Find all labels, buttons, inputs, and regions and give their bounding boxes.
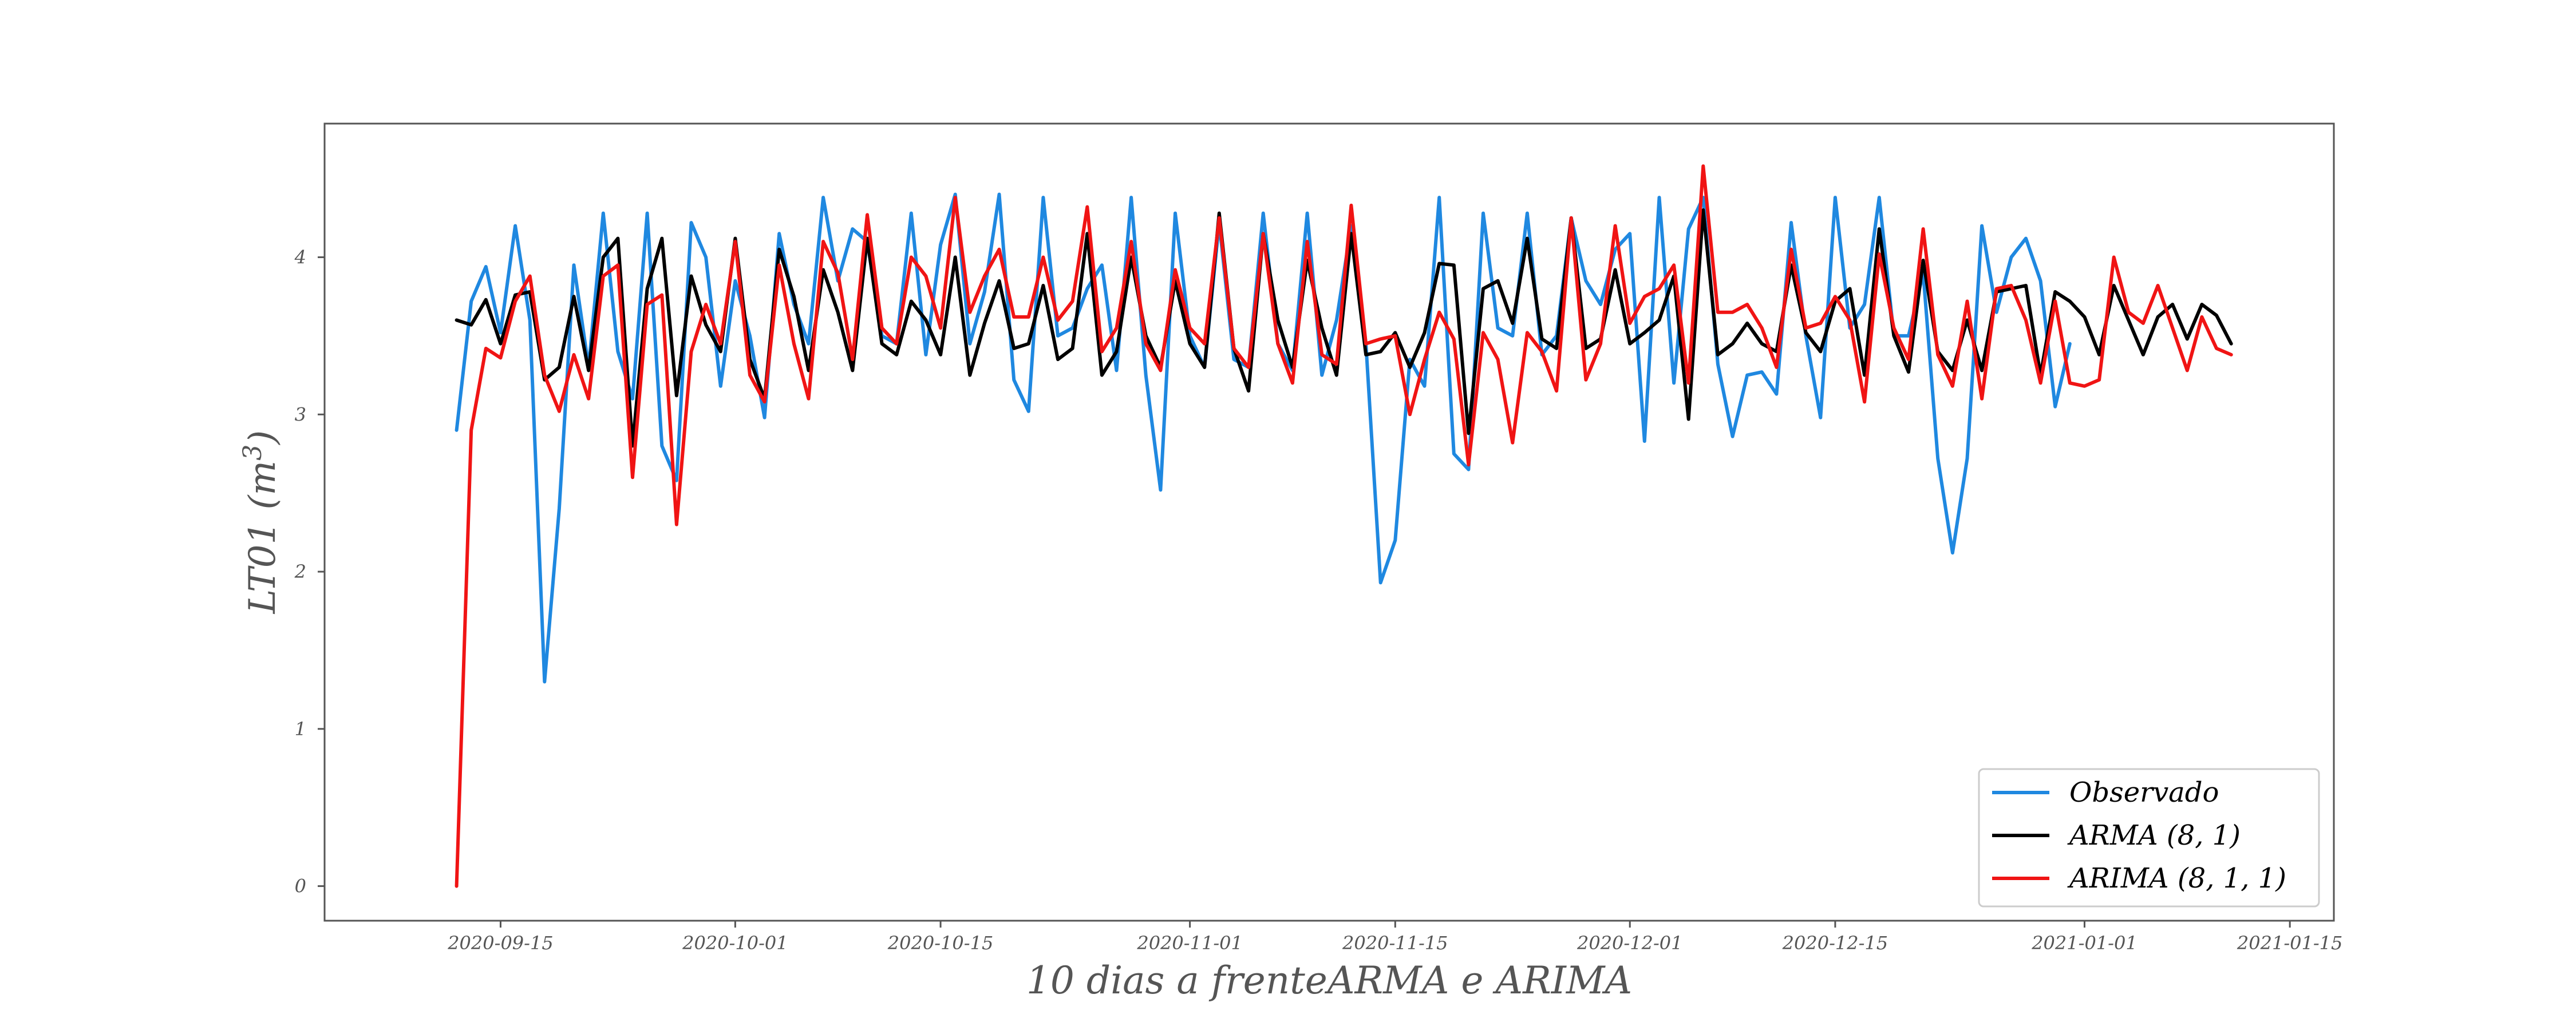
y-tick-label: 3 [295, 403, 306, 425]
x-axis: 2020-09-15 2020-10-01 2020-10-15 2020-11-01… [447, 921, 2342, 954]
x-axis-label: 10 dias a frenteARMA e ARIMA [1026, 958, 1632, 1003]
y-tick-label: 2 [294, 561, 306, 583]
y-axis-label: LT01 (m3) [238, 430, 284, 614]
y-tick-label: 1 [295, 718, 306, 740]
x-tick-label: 2021-01-15 [2237, 932, 2343, 954]
y-axis: 0 1 2 3 4 [294, 247, 325, 897]
plot-frame [323, 122, 2335, 922]
y-tick-label: 4 [294, 247, 306, 268]
y-axis-label-base: LT01 (m [242, 461, 284, 614]
y-axis-label-superscript: 3 [238, 445, 267, 461]
legend-label-arma: ARMA (8, 1) [2067, 819, 2241, 851]
x-tick-label: 2020-11-01 [1136, 932, 1243, 954]
x-tick-label: 2020-11-15 [1342, 932, 1448, 954]
y-tick-label: 0 [295, 876, 306, 897]
legend-label-observado: Observado [2069, 777, 2219, 809]
x-tick-label: 2020-09-15 [447, 932, 554, 954]
x-tick-label: 2021-01-01 [2031, 932, 2138, 954]
x-tick-label: 2020-10-01 [682, 932, 788, 954]
series-line-arima-8-1-1 [455, 164, 2233, 888]
x-tick-label: 2020-12-15 [1782, 932, 1888, 954]
legend-box [1978, 768, 2320, 908]
legend: Observado ARMA (8, 1) ARIMA (8, 1, 1) [1978, 768, 2320, 908]
series-layer [455, 164, 2233, 888]
legend-label-arima: ARIMA (8, 1, 1) [2067, 862, 2286, 894]
y-axis-label-close: ) [242, 430, 284, 446]
x-tick-label: 2020-10-15 [887, 932, 994, 954]
x-tick-label: 2020-12-01 [1577, 932, 1683, 954]
